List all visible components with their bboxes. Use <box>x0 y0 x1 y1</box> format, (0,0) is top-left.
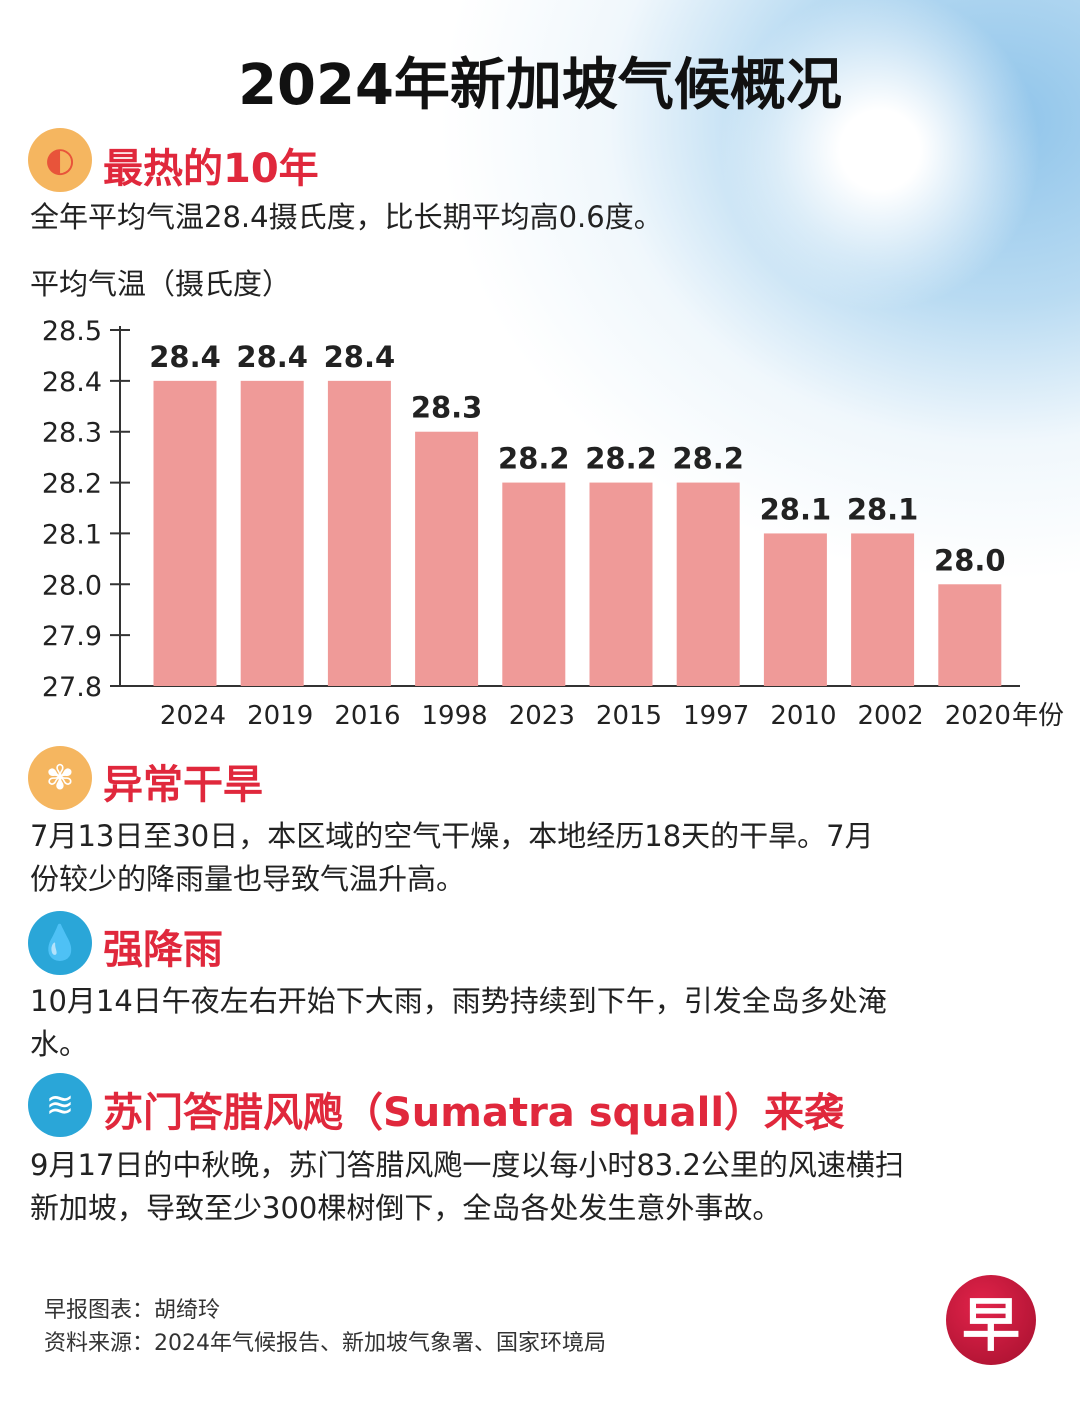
wind-icon: ≋ <box>28 1073 92 1137</box>
x-tick-label: 1998 <box>422 701 488 731</box>
data-label: 28.4 <box>324 340 396 374</box>
x-tick-label: 2019 <box>247 701 313 731</box>
source: 资料来源：2024年气候报告、新加坡气象署、国家环境局 <box>44 1331 606 1356</box>
data-label: 28.0 <box>934 543 1006 577</box>
section-heading: 强降雨 <box>103 927 223 973</box>
data-label: 28.1 <box>760 492 832 526</box>
x-tick-label: 2023 <box>509 701 575 731</box>
data-label: 28.2 <box>498 442 570 476</box>
bar <box>327 380 391 686</box>
data-label: 28.1 <box>847 492 919 526</box>
page-title: 2024年新加坡气候概况 <box>238 53 842 118</box>
section-heading: 异常干旱 <box>103 762 263 808</box>
section-text: 10月14日午夜左右开始下大雨，雨势持续到下午，引发全岛多处淹 <box>30 984 887 1018</box>
y-tick-label: 28.2 <box>42 469 102 500</box>
y-tick-label: 28.0 <box>42 570 102 601</box>
section-heading: 苏门答腊风飑（Sumatra squall）来袭 <box>103 1090 845 1136</box>
bar <box>415 431 479 686</box>
bar <box>240 380 304 686</box>
y-axis-label: 平均气温（摄氏度） <box>30 267 292 301</box>
bar <box>153 380 217 686</box>
x-tick-label: 2016 <box>334 701 400 731</box>
x-tick-label: 2015 <box>596 701 662 731</box>
section-heading: 最热的10年 <box>103 146 319 192</box>
section-text: 全年平均气温28.4摄氏度，比长期平均高0.6度。 <box>30 200 663 234</box>
rain-drops-icon: 💧 <box>28 911 92 975</box>
x-tick-label: 2010 <box>770 701 836 731</box>
section-text: 水。 <box>30 1027 89 1061</box>
x-tick-label: 2024 <box>160 701 226 731</box>
bar <box>589 482 653 686</box>
x-tick-label: 1997 <box>683 701 749 731</box>
data-label: 28.2 <box>672 442 744 476</box>
bar <box>938 584 1002 686</box>
y-tick-label: 28.5 <box>42 316 102 347</box>
section-text: 9月17日的中秋晚，苏门答腊风飑一度以每小时83.2公里的风速横扫 <box>30 1148 904 1182</box>
bar-chart: 27.8 27.9 28.0 28.1 28.2 28.3 28.4 28.5 28.4 2024… <box>42 316 1064 731</box>
x-axis-label: 年份 <box>1012 701 1064 731</box>
data-label: 28.4 <box>236 340 308 374</box>
zaobao-logo: 早 <box>946 1275 1036 1365</box>
data-label: 28.4 <box>149 340 221 374</box>
section-text: 7月13日至30日，本区域的空气干燥，本地经历18天的干旱。7月 <box>30 819 874 853</box>
bar <box>502 482 566 686</box>
section-text: 新加坡，导致至少300棵树倒下，全岛各处发生意外事故。 <box>30 1191 782 1225</box>
data-label: 28.2 <box>585 442 657 476</box>
data-label: 28.3 <box>411 391 483 425</box>
x-tick-label: 2002 <box>858 701 924 731</box>
bar <box>851 533 915 686</box>
y-tick-label: 28.4 <box>42 367 102 398</box>
y-tick-label: 28.1 <box>42 519 102 550</box>
y-tick-label: 28.3 <box>42 418 102 449</box>
dry-tree-icon: ✾ <box>28 746 92 810</box>
y-tick-label: 27.8 <box>42 672 102 703</box>
bar <box>763 533 827 686</box>
x-tick-label: 2020 <box>945 701 1011 731</box>
sun-icon: ◐ <box>28 128 92 192</box>
section-text: 份较少的降雨量也导致气温升高。 <box>30 862 466 896</box>
credit: 早报图表：胡绮玲 <box>44 1298 221 1323</box>
bar <box>676 482 740 686</box>
y-tick-label: 27.9 <box>42 621 102 652</box>
